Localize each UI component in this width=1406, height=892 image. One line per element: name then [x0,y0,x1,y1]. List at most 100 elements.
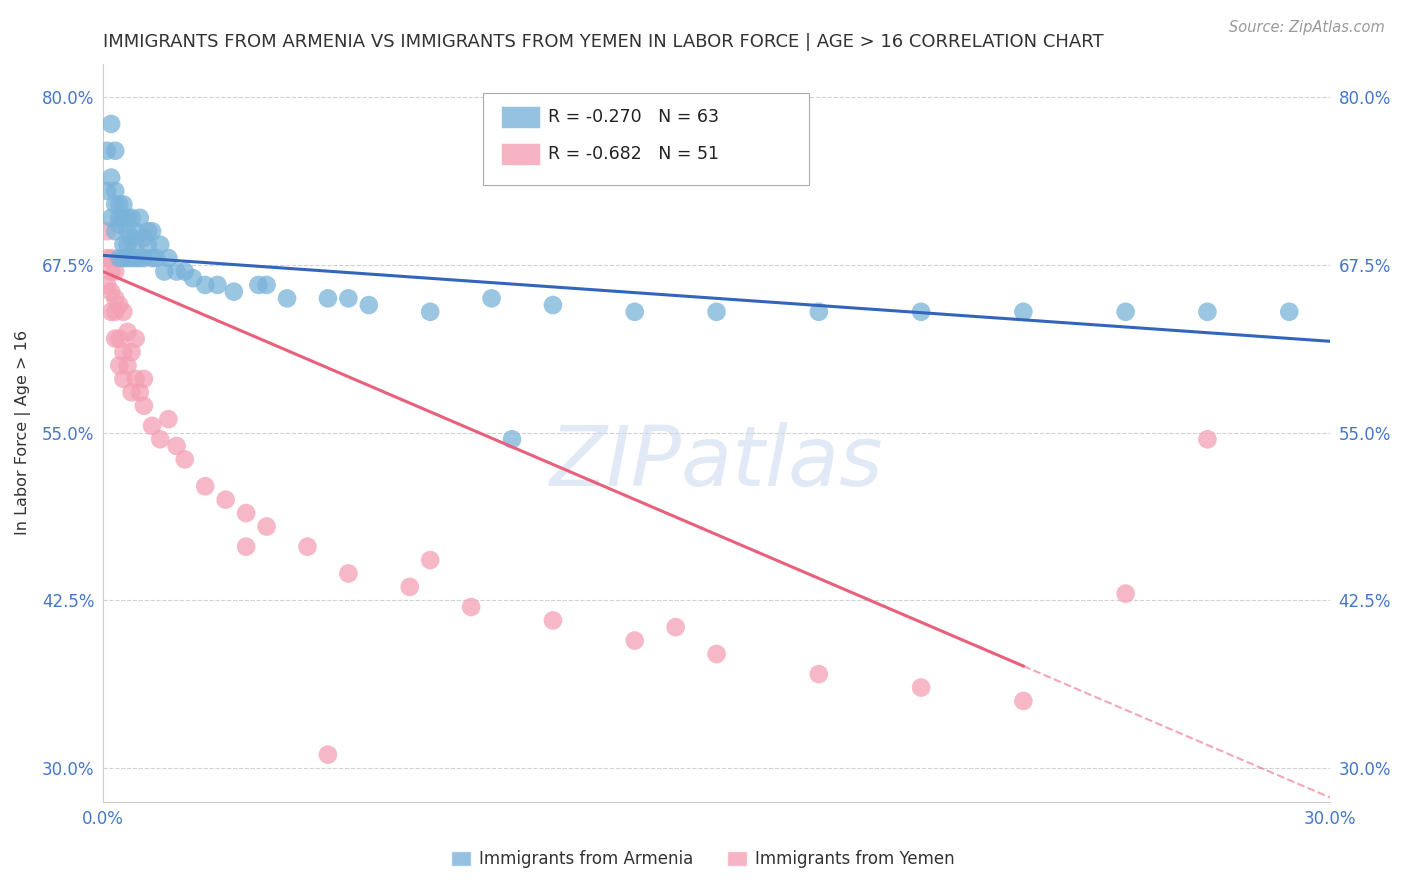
Point [623,633,645,648]
Point [807,667,830,681]
Point [256,277,278,292]
Point [173,452,195,467]
Point [121,231,143,245]
Point [141,224,163,238]
Point [153,264,176,278]
Point [112,305,135,319]
Point [337,566,360,581]
Point [121,345,143,359]
Point [481,291,503,305]
FancyBboxPatch shape [484,93,808,186]
Point [149,432,172,446]
Point [276,291,298,305]
Point [910,681,932,695]
Point [121,251,143,265]
Point [100,251,122,265]
Point [96,251,118,265]
Point [128,385,150,400]
Point [706,305,728,319]
Point [297,540,319,554]
FancyBboxPatch shape [501,106,540,128]
Point [117,251,139,265]
Point [706,647,728,661]
Point [235,506,257,520]
Point [100,305,122,319]
Point [419,553,441,567]
Point [121,211,143,225]
Point [623,305,645,319]
Point [173,264,195,278]
Point [96,277,118,292]
Point [117,325,139,339]
Point [96,184,118,198]
Point [112,372,135,386]
Point [104,197,127,211]
Point [104,305,127,319]
Point [1197,305,1219,319]
Text: R = -0.682   N = 51: R = -0.682 N = 51 [548,145,720,163]
Point [108,251,131,265]
Point [541,298,564,312]
Point [166,264,188,278]
Point [108,218,131,232]
Point [104,291,127,305]
Point [910,305,932,319]
Point [337,291,360,305]
Point [117,237,139,252]
Point [136,237,159,252]
Point [112,211,135,225]
Point [398,580,420,594]
Point [108,359,131,373]
Point [215,492,238,507]
Point [1012,305,1035,319]
Point [112,251,135,265]
Point [132,251,155,265]
Point [181,271,204,285]
Point [112,197,135,211]
Text: Source: ZipAtlas.com: Source: ZipAtlas.com [1229,20,1385,35]
Point [460,600,482,615]
Point [194,479,217,493]
Point [541,614,564,628]
Point [108,298,131,312]
Point [1278,305,1301,319]
Point [104,224,127,238]
Point [665,620,688,634]
Point [132,231,155,245]
Point [1012,694,1035,708]
Point [419,305,441,319]
Point [807,305,830,319]
Point [124,332,146,346]
Point [117,211,139,225]
Point [124,372,146,386]
Point [96,144,118,158]
Point [100,170,122,185]
Point [316,747,339,762]
Point [100,285,122,299]
Text: ZIPatlas: ZIPatlas [550,422,883,502]
Point [501,432,523,446]
Point [166,439,188,453]
Point [247,277,270,292]
Point [1115,586,1137,600]
Point [96,224,118,238]
Point [100,264,122,278]
Point [235,540,257,554]
Point [141,418,163,433]
Point [124,237,146,252]
Point [1197,432,1219,446]
Point [256,519,278,533]
Text: IMMIGRANTS FROM ARMENIA VS IMMIGRANTS FROM YEMEN IN LABOR FORCE | AGE > 16 CORRE: IMMIGRANTS FROM ARMENIA VS IMMIGRANTS FR… [103,33,1104,51]
Point [1115,305,1137,319]
Point [108,211,131,225]
Point [207,277,229,292]
Point [124,224,146,238]
Point [157,251,180,265]
Point [149,237,172,252]
Point [112,237,135,252]
Point [132,372,155,386]
Text: R = -0.270   N = 63: R = -0.270 N = 63 [548,109,720,127]
Point [128,251,150,265]
Point [112,345,135,359]
Y-axis label: In Labor Force | Age > 16: In Labor Force | Age > 16 [15,330,31,535]
